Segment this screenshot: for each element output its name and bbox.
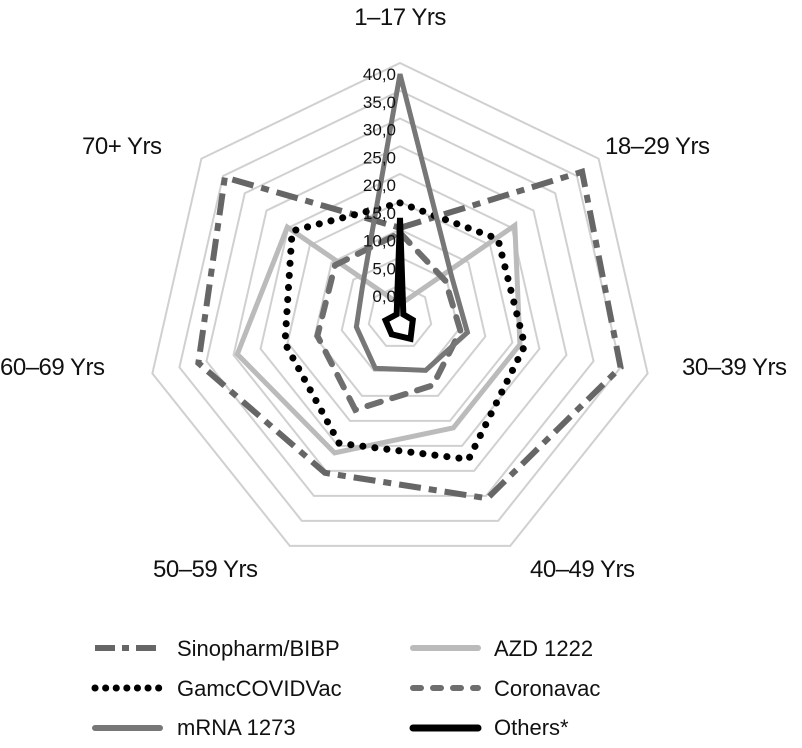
- legend-item-others: Others*: [413, 715, 569, 740]
- radial-tick-label: 15,0: [363, 204, 396, 223]
- axis-label-40-49: 40–49 Yrs: [530, 556, 635, 583]
- legend-label-mrna1273: mRNA 1273: [177, 715, 296, 740]
- legend-item-coronavac: Coronavac: [413, 676, 600, 701]
- axis-label-70-plus: 70+ Yrs: [82, 133, 162, 160]
- legend-item-sinopharm: Sinopharm/BIBP: [95, 636, 340, 661]
- legend-label-sinopharm: Sinopharm/BIBP: [177, 636, 340, 661]
- axis-label-60-69: 60–69 Yrs: [0, 354, 105, 381]
- axis-label-1-17: 1–17 Yrs: [354, 4, 446, 31]
- legend-label-others: Others*: [494, 715, 569, 740]
- axis-label-50-59: 50–59 Yrs: [153, 556, 258, 583]
- axis-label-30-39: 30–39 Yrs: [682, 354, 787, 381]
- radial-tick-label: 0,0: [372, 287, 396, 306]
- radial-tick-label: 30,0: [363, 121, 396, 140]
- legend-item-azd1222: AZD 1222: [413, 636, 593, 661]
- radial-tick-label: 40,0: [363, 65, 396, 84]
- legend: Sinopharm/BIBP GamcCOVIDVac mRNA 1273 AZ…: [95, 636, 600, 740]
- radial-tick-label: 10,0: [363, 232, 396, 251]
- legend-label-coronavac: Coronavac: [494, 676, 600, 701]
- legend-label-gamcovidvac: GamcCOVIDVac: [177, 676, 342, 701]
- legend-item-mrna1273: mRNA 1273: [95, 715, 296, 740]
- legend-item-gamcovidvac: GamcCOVIDVac: [95, 676, 342, 701]
- radial-tick-label: 25,0: [363, 148, 396, 167]
- axis-label-18-29: 18–29 Yrs: [605, 133, 710, 160]
- radial-tick-label: 35,0: [363, 93, 396, 112]
- radial-tick-label: 5,0: [372, 259, 396, 278]
- radial-tick-label: 20,0: [363, 176, 396, 195]
- legend-label-azd1222: AZD 1222: [494, 636, 593, 661]
